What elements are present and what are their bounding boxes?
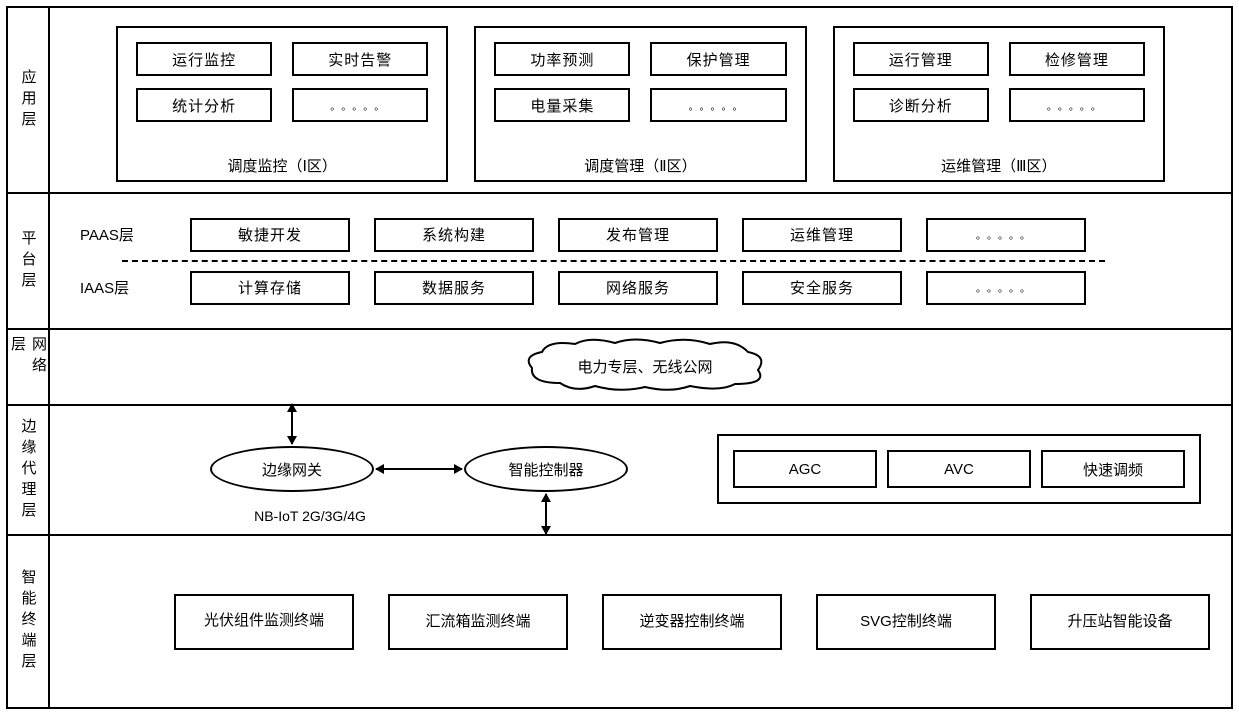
platform-content: PAAS层 敏捷开发 系统构建 发布管理 运维管理 。。。。。 IAAS层 计算… [50,194,1231,328]
layer-label-network: 网络层 [8,330,50,404]
plat-item: 安全服务 [742,271,902,305]
layer-terminal: 智能终端层 光伏组件监测终端 汇流箱监测终端 逆变器控制终端 SVG控制终端 升… [8,536,1231,707]
plat-item: 系统构建 [374,218,534,252]
plat-item-more: 。。。。。 [926,218,1086,252]
layer-label-terminal: 智能终端层 [8,536,50,707]
paas-iaas-divider [122,260,1105,262]
app-group-caption: 调度监控（Ⅰ区） [118,155,446,176]
layer-application: 应用层 运行监控 实时告警 统计分析 。。。。。 调度监控（Ⅰ区） 功率预测 保… [8,8,1231,194]
terminal-item: 升压站智能设备 [1030,594,1210,650]
plat-item: 数据服务 [374,271,534,305]
app-item: 统计分析 [136,88,272,122]
iaas-label: IAAS层 [80,277,166,298]
arrow-gateway-network [291,404,293,444]
app-group-zone1: 运行监控 实时告警 统计分析 。。。。。 调度监控（Ⅰ区） [116,26,448,182]
plat-item: 发布管理 [558,218,718,252]
plat-item: 敏捷开发 [190,218,350,252]
plat-item: 运维管理 [742,218,902,252]
terminal-item: 逆变器控制终端 [602,594,782,650]
plat-item: 计算存储 [190,271,350,305]
plat-item-more: 。。。。。 [926,271,1086,305]
app-item: 电量采集 [494,88,630,122]
edge-func-item: AGC [733,450,877,488]
app-item: 运行监控 [136,42,272,76]
edge-controller: 智能控制器 [464,446,628,492]
edge-func-item: 快速调频 [1041,450,1185,488]
app-group-caption: 运维管理（Ⅲ区） [835,155,1163,176]
app-item: 检修管理 [1009,42,1145,76]
network-content: 电力专层、无线公网 [50,330,1231,404]
cloud-text: 电力专层、无线公网 [520,338,770,394]
app-item: 保护管理 [650,42,786,76]
layer-label-platform: 平台层 [8,194,50,328]
edge-func-group: AGC AVC 快速调频 [717,434,1201,504]
layer-edge: 边缘代理层 边缘网关 智能控制器 NB-IoT 2G/3G/4G AGC AVC… [8,406,1231,536]
arrow-controller-terminal [545,494,547,534]
app-item-more: 。。。。。 [292,88,428,122]
app-group-zone3: 运行管理 检修管理 诊断分析 。。。。。 运维管理（Ⅲ区） [833,26,1165,182]
terminal-item: 光伏组件监测终端 [174,594,354,650]
edge-content: 边缘网关 智能控制器 NB-IoT 2G/3G/4G AGC AVC 快速调频 [50,406,1231,534]
app-item: 诊断分析 [853,88,989,122]
plat-item: 网络服务 [558,271,718,305]
layer-network: 网络层 电力专层、无线公网 [8,330,1231,406]
nb-iot-label: NB-IoT 2G/3G/4G [210,508,410,524]
paas-label: PAAS层 [80,224,166,245]
terminal-item: SVG控制终端 [816,594,996,650]
layer-label-application: 应用层 [8,8,50,192]
app-item-more: 。。。。。 [1009,88,1145,122]
app-item: 运行管理 [853,42,989,76]
app-item: 实时告警 [292,42,428,76]
layer-platform: 平台层 PAAS层 敏捷开发 系统构建 发布管理 运维管理 。。。。。 IAAS… [8,194,1231,330]
app-group-caption: 调度管理（Ⅱ区） [476,155,804,176]
app-item-more: 。。。。。 [650,88,786,122]
arrow-gateway-controller [376,468,462,470]
terminal-item: 汇流箱监测终端 [388,594,568,650]
application-content: 运行监控 实时告警 统计分析 。。。。。 调度监控（Ⅰ区） 功率预测 保护管理 … [50,8,1231,192]
architecture-diagram: 应用层 运行监控 实时告警 统计分析 。。。。。 调度监控（Ⅰ区） 功率预测 保… [6,6,1233,709]
edge-gateway: 边缘网关 [210,446,374,492]
cloud-network: 电力专层、无线公网 [520,338,770,394]
iaas-line: IAAS层 计算存储 数据服务 网络服务 安全服务 。。。。。 [80,271,1171,305]
paas-line: PAAS层 敏捷开发 系统构建 发布管理 运维管理 。。。。。 [80,218,1171,252]
app-group-zone2: 功率预测 保护管理 电量采集 。。。。。 调度管理（Ⅱ区） [474,26,806,182]
terminal-content: 光伏组件监测终端 汇流箱监测终端 逆变器控制终端 SVG控制终端 升压站智能设备 [50,536,1239,707]
edge-func-item: AVC [887,450,1031,488]
layer-label-edge: 边缘代理层 [8,406,50,534]
app-item: 功率预测 [494,42,630,76]
